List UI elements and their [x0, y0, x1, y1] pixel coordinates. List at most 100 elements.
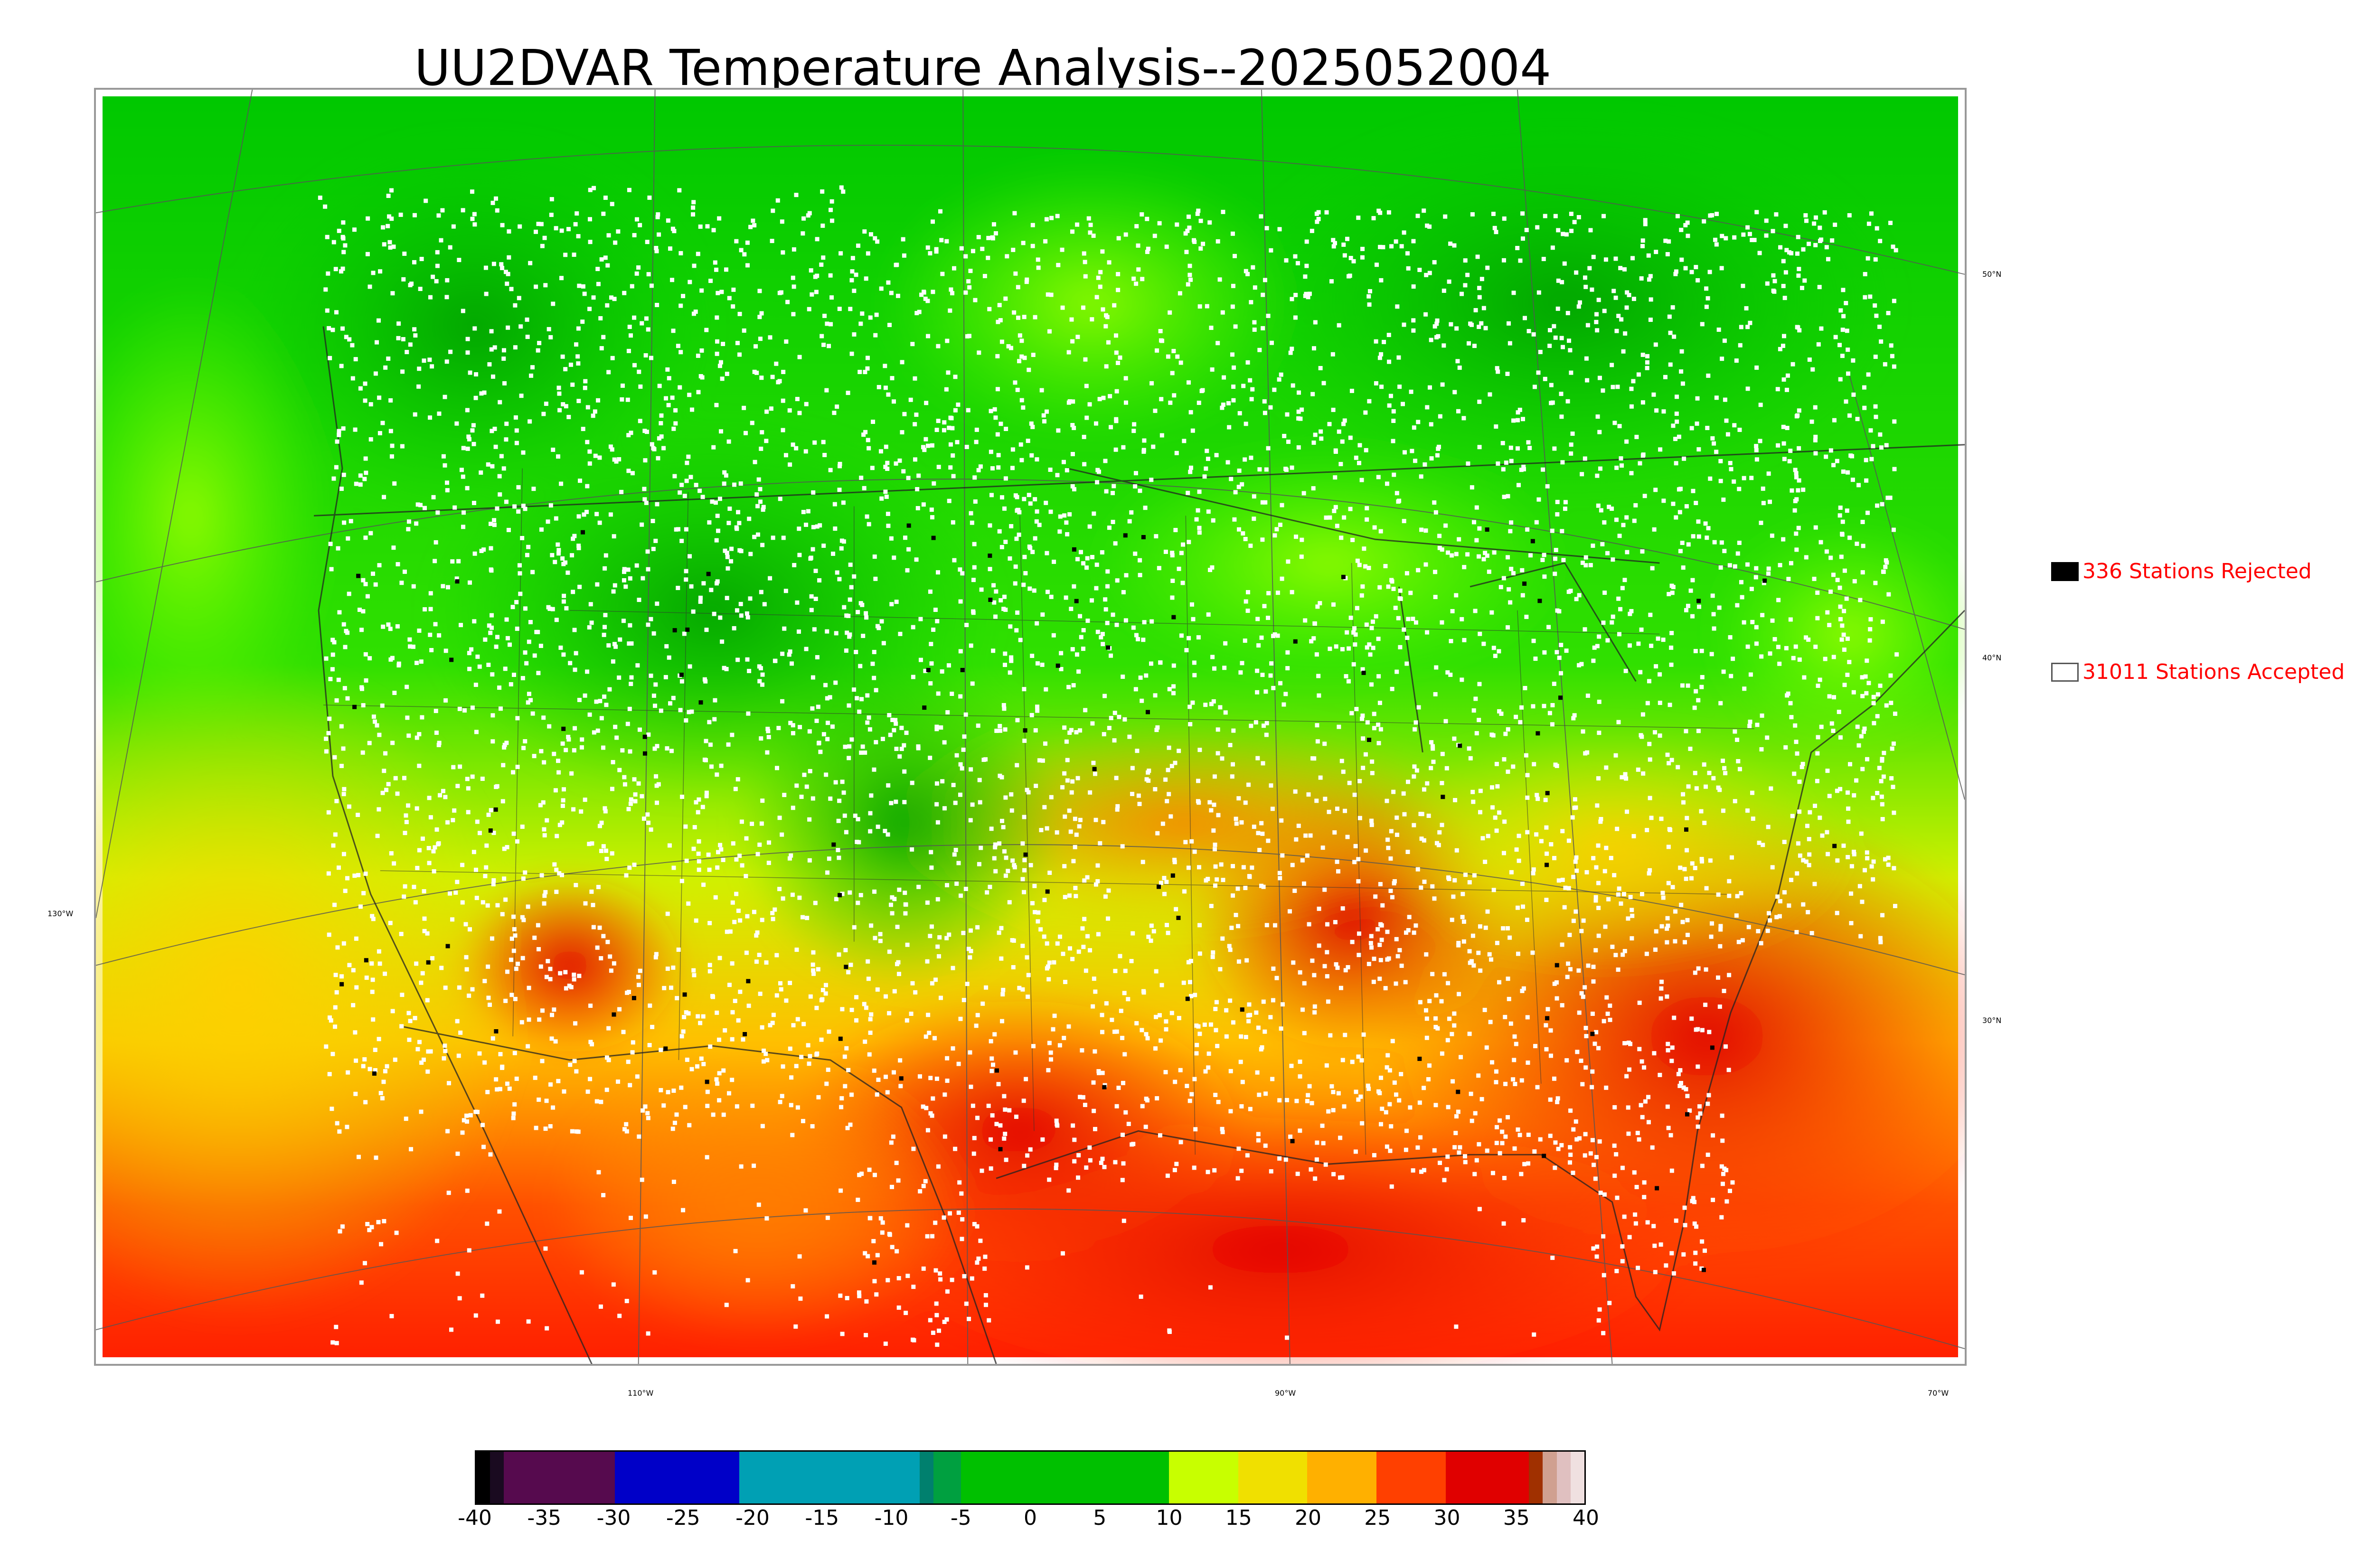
- station-accepted-marker: [1149, 478, 1154, 482]
- station-accepted-marker: [1066, 350, 1071, 355]
- station-accepted-marker: [1623, 668, 1628, 673]
- station-accepted-marker: [797, 526, 801, 531]
- station-accepted-marker: [1525, 527, 1530, 532]
- station-accepted-marker: [1019, 354, 1024, 359]
- station-accepted-marker: [1640, 712, 1645, 717]
- station-accepted-marker: [1019, 338, 1024, 343]
- station-accepted-marker: [696, 1014, 700, 1019]
- station-accepted-marker: [1699, 1266, 1704, 1271]
- station-accepted-marker: [1507, 321, 1511, 326]
- station-accepted-marker: [1036, 910, 1041, 915]
- station-accepted-marker: [1000, 992, 1005, 997]
- station-accepted-marker: [1805, 824, 1809, 828]
- station-accepted-marker: [825, 721, 830, 725]
- station-accepted-marker: [1521, 986, 1526, 991]
- station-accepted-marker: [396, 336, 401, 340]
- station-accepted-marker: [1269, 248, 1273, 253]
- station-accepted-marker: [849, 737, 854, 742]
- station-accepted-marker: [1772, 289, 1777, 294]
- station-accepted-marker: [558, 645, 563, 650]
- station-accepted-marker: [704, 790, 709, 795]
- station-accepted-marker: [903, 891, 907, 895]
- station-accepted-marker: [485, 903, 490, 908]
- station-accepted-marker: [681, 294, 686, 299]
- station-accepted-marker: [1862, 405, 1867, 410]
- station-accepted-marker: [1460, 892, 1465, 896]
- station-accepted-marker: [1342, 1104, 1347, 1109]
- station-accepted-marker: [585, 405, 590, 410]
- station-accepted-marker: [1574, 1137, 1579, 1142]
- station-accepted-marker: [1088, 1158, 1093, 1163]
- station-accepted-marker: [368, 531, 373, 535]
- station-accepted-marker: [769, 406, 773, 411]
- station-accepted-marker: [1367, 302, 1372, 307]
- station-accepted-marker: [810, 547, 815, 552]
- station-accepted-marker: [1007, 1108, 1012, 1113]
- station-accepted-marker: [1863, 272, 1867, 276]
- station-accepted-marker: [1020, 943, 1025, 948]
- station-accepted-marker: [1100, 1013, 1104, 1017]
- station-accepted-marker: [1838, 787, 1843, 791]
- station-accepted-marker: [923, 437, 928, 441]
- station-accepted-marker: [650, 519, 655, 523]
- station-accepted-marker: [698, 374, 703, 378]
- station-accepted-marker: [1445, 1038, 1450, 1042]
- station-accepted-marker: [473, 395, 478, 400]
- station-accepted-marker: [562, 787, 566, 792]
- station-accepted-marker: [1880, 502, 1884, 507]
- station-accepted-marker: [848, 632, 852, 637]
- station-accepted-marker: [422, 929, 427, 933]
- station-accepted-marker: [579, 809, 584, 814]
- station-accepted-marker: [903, 535, 908, 540]
- station-accepted-marker: [659, 421, 663, 425]
- station-accepted-marker: [1472, 520, 1476, 525]
- station-accepted-marker: [686, 454, 691, 459]
- station-accepted-marker: [1851, 849, 1856, 854]
- station-accepted-marker: [1818, 225, 1822, 230]
- station-accepted-marker: [1070, 423, 1075, 427]
- station-accepted-marker: [918, 657, 923, 662]
- station-accepted-marker: [1075, 652, 1079, 657]
- station-accepted-marker: [1819, 724, 1824, 729]
- station-accepted-marker: [1338, 462, 1343, 467]
- station-accepted-marker: [1612, 873, 1617, 878]
- station-accepted-marker: [884, 1074, 888, 1079]
- station-accepted-marker: [1611, 557, 1615, 562]
- station-accepted-marker: [441, 789, 445, 793]
- station-accepted-marker: [1392, 881, 1396, 886]
- station-accepted-marker: [1155, 348, 1159, 353]
- station-accepted-marker: [1090, 598, 1094, 603]
- station-accepted-marker: [1314, 798, 1319, 803]
- station-accepted-marker: [1813, 525, 1818, 530]
- station-accepted-marker: [1571, 1127, 1576, 1132]
- station-accepted-marker: [442, 1056, 446, 1061]
- station-accepted-marker: [896, 1276, 901, 1281]
- station-accepted-marker: [1145, 1098, 1149, 1103]
- station-accepted-marker: [608, 444, 613, 449]
- station-accepted-marker: [1461, 939, 1466, 944]
- station-accepted-marker: [1364, 848, 1368, 853]
- station-accepted-marker: [1622, 267, 1627, 272]
- station-accepted-marker: [1404, 930, 1408, 935]
- station-accepted-marker: [1415, 867, 1420, 872]
- station-accepted-marker: [1789, 878, 1794, 883]
- station-accepted-marker: [645, 812, 650, 817]
- station-accepted-marker: [523, 650, 528, 655]
- station-accepted-marker: [727, 507, 732, 511]
- station-accepted-marker: [1014, 628, 1019, 633]
- station-accepted-marker: [679, 679, 684, 684]
- station-accepted-marker: [1550, 245, 1555, 250]
- station-accepted-marker: [1806, 637, 1811, 642]
- station-accepted-marker: [326, 810, 331, 815]
- station-accepted-marker: [992, 856, 997, 861]
- station-accepted-marker: [732, 626, 736, 630]
- station-accepted-marker: [841, 539, 846, 544]
- station-accepted-marker: [1474, 538, 1479, 543]
- station-accepted-marker: [1490, 805, 1495, 810]
- station-accepted-marker: [1609, 855, 1613, 860]
- station-accepted-marker: [890, 1184, 894, 1189]
- station-accepted-marker: [1098, 284, 1102, 289]
- station-accepted-marker: [443, 986, 448, 990]
- station-accepted-marker: [1781, 424, 1786, 429]
- station-accepted-marker: [1380, 1107, 1385, 1111]
